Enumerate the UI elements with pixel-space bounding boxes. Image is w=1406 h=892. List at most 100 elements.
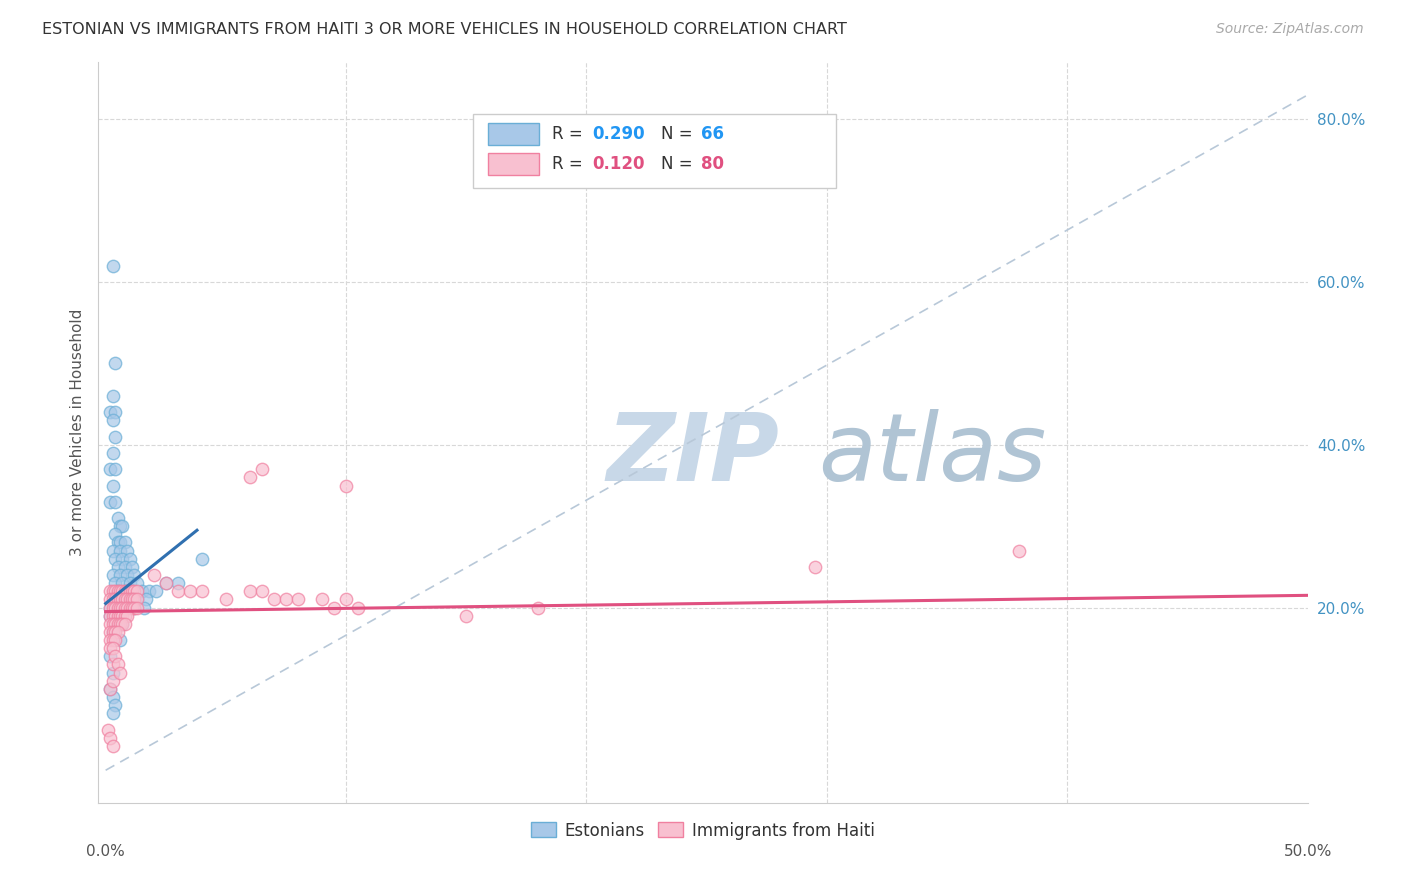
Point <box>114 600 136 615</box>
Point <box>100 592 122 607</box>
Point <box>107 624 129 639</box>
Point <box>104 616 127 631</box>
Point <box>121 584 143 599</box>
Point <box>114 535 136 549</box>
Text: 0.120: 0.120 <box>592 155 644 173</box>
Point <box>142 568 165 582</box>
Point <box>125 592 148 607</box>
Text: Source: ZipAtlas.com: Source: ZipAtlas.com <box>1216 22 1364 37</box>
Point <box>104 616 127 631</box>
Point <box>101 568 124 582</box>
Point <box>104 356 127 370</box>
Point <box>101 641 124 656</box>
Point <box>527 600 550 615</box>
Point <box>117 608 139 623</box>
Point <box>111 519 134 533</box>
Text: R =: R = <box>551 155 588 173</box>
Point <box>274 592 297 607</box>
Point <box>100 608 122 623</box>
Point <box>121 592 143 607</box>
Point <box>124 568 146 582</box>
Point <box>347 600 370 615</box>
Point <box>101 543 124 558</box>
Point <box>166 584 188 599</box>
Point <box>100 633 122 648</box>
Point <box>114 559 136 574</box>
Point <box>117 600 139 615</box>
Text: 66: 66 <box>700 125 724 144</box>
Point <box>117 592 139 607</box>
Point <box>107 584 129 599</box>
Point <box>132 600 155 615</box>
Point <box>104 600 127 615</box>
Point <box>108 592 131 607</box>
Point <box>97 723 120 737</box>
Point <box>107 600 129 615</box>
Point <box>107 657 129 672</box>
Point <box>100 608 122 623</box>
Point <box>108 568 131 582</box>
Point <box>101 616 124 631</box>
Point <box>100 495 122 509</box>
Point <box>101 592 124 607</box>
Point <box>101 446 124 460</box>
Point <box>107 584 129 599</box>
Point <box>125 592 148 607</box>
Point <box>117 543 139 558</box>
Text: 0.0%: 0.0% <box>86 844 125 858</box>
Point <box>111 592 134 607</box>
Point <box>118 551 141 566</box>
Point <box>100 624 122 639</box>
Point <box>108 600 131 615</box>
Point <box>107 616 129 631</box>
Point <box>101 706 124 721</box>
Point <box>104 430 127 444</box>
Point <box>104 576 127 591</box>
Point <box>100 584 122 599</box>
Point <box>100 600 122 615</box>
Point <box>114 584 136 599</box>
Text: N =: N = <box>661 155 697 173</box>
Point <box>107 600 129 615</box>
Point <box>108 543 131 558</box>
Point <box>145 584 167 599</box>
FancyBboxPatch shape <box>474 114 837 188</box>
Point <box>121 559 143 574</box>
Point <box>101 389 124 403</box>
Point <box>166 576 188 591</box>
Point <box>114 584 136 599</box>
Point <box>108 633 131 648</box>
Point <box>287 592 309 607</box>
Point <box>111 600 134 615</box>
Point <box>155 576 177 591</box>
Point <box>100 462 122 476</box>
Point <box>114 600 136 615</box>
Point <box>100 616 122 631</box>
Point <box>101 259 124 273</box>
Point <box>108 608 131 623</box>
Point <box>250 584 273 599</box>
Point <box>108 616 131 631</box>
Point <box>100 600 122 615</box>
Point <box>107 535 129 549</box>
Point <box>179 584 201 599</box>
Point <box>107 592 129 607</box>
Point <box>804 559 827 574</box>
Point <box>104 698 127 713</box>
Point <box>101 600 124 615</box>
Point <box>101 624 124 639</box>
Legend: Estonians, Immigrants from Haiti: Estonians, Immigrants from Haiti <box>524 815 882 847</box>
Point <box>101 413 124 427</box>
Point <box>191 584 214 599</box>
Text: ZIP: ZIP <box>606 409 779 500</box>
Text: R =: R = <box>551 125 588 144</box>
Point <box>250 462 273 476</box>
Point <box>1008 543 1031 558</box>
Point <box>111 608 134 623</box>
Point <box>100 681 122 696</box>
Point <box>125 584 148 599</box>
Point <box>335 592 357 607</box>
Point <box>100 649 122 664</box>
Point <box>239 470 262 484</box>
Point <box>104 608 127 623</box>
